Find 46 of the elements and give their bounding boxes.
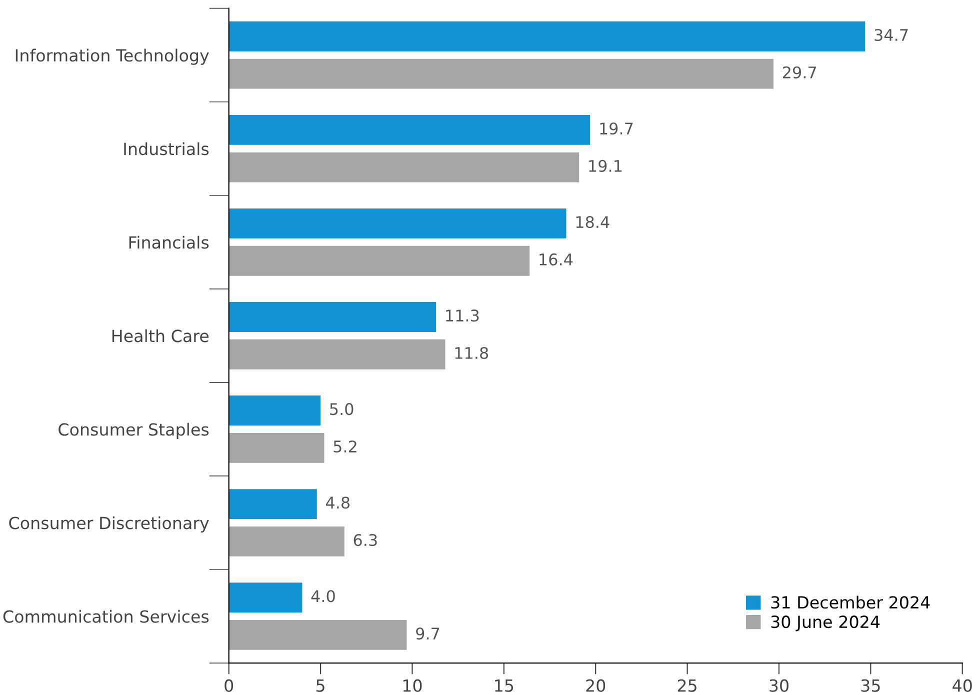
x-tick-label: 35 [861,679,880,692]
data-label: 6.3 [354,534,377,546]
bar [228,246,530,276]
data-label: 16.4 [540,253,573,266]
bar [228,526,344,556]
bar [228,114,590,145]
y-tick-label: Consumer Discretionary [9,516,209,533]
legend-label: 31 December 2024 [771,596,930,609]
y-tick-label: Consumer Staples [58,422,209,440]
y-tick-label: Health Care [112,329,209,342]
data-label: 5.0 [330,403,354,416]
data-label: 29.7 [782,66,816,78]
bar [228,152,580,182]
x-tick-label: 30 [770,679,788,692]
data-label: 11.8 [455,346,488,360]
legend-label: 30 June 2024 [771,616,880,632]
data-label: 4.8 [326,496,350,509]
bar [228,208,566,238]
data-label: 19.7 [600,122,633,135]
data-label: 5.2 [334,440,356,453]
data-label: 11.3 [446,310,479,322]
x-tick-label: 25 [678,679,696,692]
bar [228,58,774,89]
x-tick-label: 40 [952,679,972,692]
y-tick-label: Financials [129,236,209,249]
y-tick-label: Information Technology [16,48,209,65]
data-label: 18.4 [576,216,610,228]
x-tick-label: 20 [586,679,606,692]
x-tick-label: 15 [495,680,514,692]
bar [228,302,436,332]
data-label: 4.0 [311,590,335,602]
data-label: 19.1 [589,160,622,172]
bar [228,489,317,519]
x-tick-label: 0 [224,679,234,692]
y-tick-label: Communication Services [3,610,209,623]
x-tick-label: 5 [316,680,324,692]
y-tick-label: Industrials [124,142,209,156]
bar [228,396,321,426]
bar [228,582,302,613]
bar [228,21,866,52]
data-label: 9.7 [416,628,440,640]
bar [228,432,324,463]
bar [228,339,446,370]
x-tick-label: 10 [403,679,422,692]
data-label: 34.7 [874,28,908,42]
bar [228,620,407,650]
